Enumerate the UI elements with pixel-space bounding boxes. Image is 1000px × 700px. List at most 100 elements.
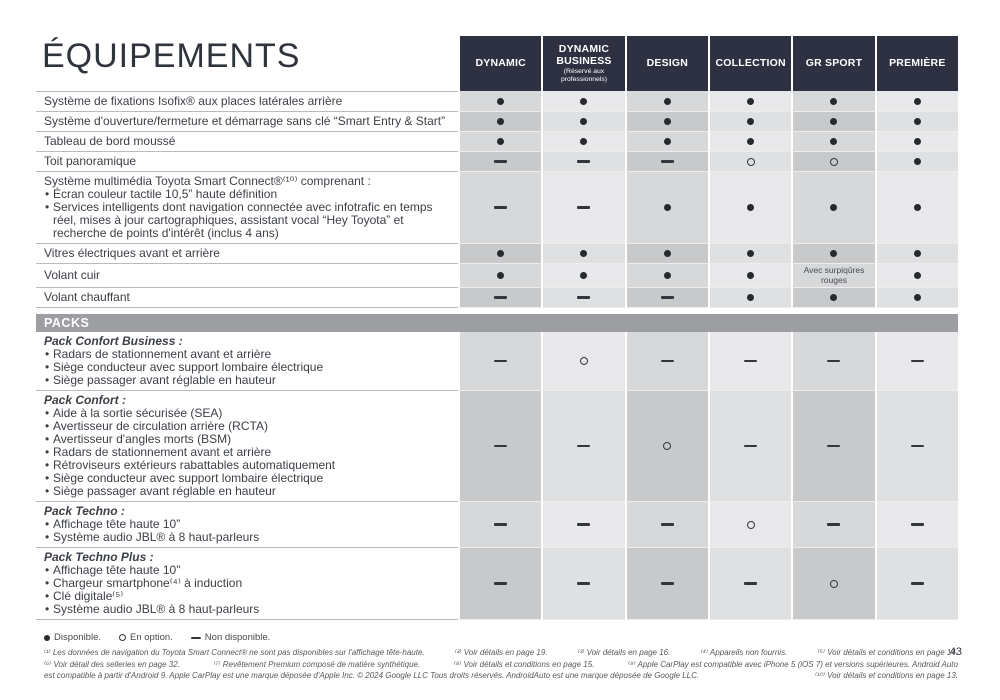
value-cell xyxy=(874,548,958,620)
value-cell xyxy=(707,264,792,288)
feature-label: Système de fixations Isofix® aux places … xyxy=(36,91,458,112)
page-number: 43 xyxy=(949,646,962,658)
not-available-dash-icon xyxy=(494,206,508,209)
value-cell xyxy=(707,502,792,548)
feature-bullet: Avertisseur de circulation arrière (RCTA… xyxy=(44,420,448,434)
available-dot-icon xyxy=(747,204,755,211)
option-circle-icon xyxy=(829,579,838,588)
not-available-dash-icon xyxy=(827,444,841,448)
legend: Disponible. En option. Non disponible. xyxy=(44,632,958,643)
option-circle-icon xyxy=(579,357,588,365)
footnote-line: ⁽¹⁾ Les données de navigation du Toyota … xyxy=(44,647,958,659)
value-cell xyxy=(791,391,875,502)
value-cell xyxy=(541,172,625,244)
packs-section-header: PACKS xyxy=(36,314,958,332)
dash-legend-icon xyxy=(190,636,201,639)
column-header-label: COLLECTION xyxy=(715,56,786,69)
available-dot-icon xyxy=(580,250,588,257)
value-cell xyxy=(624,91,708,112)
not-available-dash-icon xyxy=(910,582,924,585)
feature-bullet: Écran couleur tactile 10,5” haute défini… xyxy=(44,188,448,202)
feature-title: Toit panoramique xyxy=(44,154,137,168)
value-cell xyxy=(874,91,958,112)
not-available-dash-icon xyxy=(910,444,924,448)
feature-label: Pack Confort :Aide à la sortie sécurisée… xyxy=(36,391,458,502)
not-available-dash-icon xyxy=(744,444,758,448)
value-cell xyxy=(791,172,875,244)
value-cell xyxy=(458,172,542,244)
not-available-dash-icon xyxy=(494,582,508,585)
value-cell xyxy=(458,244,542,264)
not-available-dash-icon xyxy=(827,359,841,363)
column-header-label: DYNAMIC xyxy=(475,56,526,69)
legend-item: Non disponible. xyxy=(190,632,271,643)
not-available-dash-icon xyxy=(744,582,758,585)
feature-label: Système multimédia Toyota Smart Connect®… xyxy=(36,172,458,244)
value-cell xyxy=(624,152,708,172)
value-cell xyxy=(541,288,625,308)
not-available-dash-icon xyxy=(744,359,758,363)
feature-title: Volant cuir xyxy=(44,268,101,282)
not-available-dash-icon xyxy=(827,523,841,526)
feature-label: Vitres électriques avant et arrière xyxy=(36,244,458,264)
footnote-segment: ⁽¹⁾ Les données de navigation du Toyota … xyxy=(44,648,425,657)
packs-rows: Pack Confort Business :Radars de station… xyxy=(36,332,958,620)
option-circle-icon xyxy=(663,442,672,450)
feature-row: Pack Confort :Aide à la sortie sécurisée… xyxy=(36,391,958,502)
value-cell xyxy=(791,91,875,112)
value-cell xyxy=(541,91,625,112)
value-cell xyxy=(624,502,708,548)
value-cell xyxy=(707,152,792,172)
available-dot-icon xyxy=(497,118,505,125)
available-dot-icon xyxy=(747,250,755,257)
footnote-segment: est compatible à partir d'Android 9. App… xyxy=(44,671,700,680)
brochure-page: ÉQUIPEMENTS DYNAMIC DYNAMIC BUSINESS (Rése… xyxy=(0,0,1000,664)
value-cell xyxy=(458,91,542,112)
feature-bullet: Siège passager avant réglable en hauteur xyxy=(44,485,448,499)
value-cell xyxy=(791,152,875,172)
not-available-dash-icon xyxy=(577,523,591,526)
column-header-première: PREMIÈRE xyxy=(874,36,958,91)
feature-label: Volant cuir xyxy=(36,264,458,288)
value-cell: Avec surpiqûres rouges xyxy=(791,264,875,288)
footnote-segment: ⁽⁶⁾ Voir détail des selleries en page 32… xyxy=(44,659,180,669)
feature-row: Volant cuir Avec surpiqûres rouges xyxy=(36,264,958,288)
column-header-sublabel: (Réservé aux professionnels) xyxy=(560,68,608,83)
not-available-dash-icon xyxy=(577,206,591,209)
feature-bullet: Rétroviseurs extérieurs rabattables auto… xyxy=(44,459,448,473)
footnote-line: est compatible à partir d'Android 9. App… xyxy=(44,670,958,682)
value-cell xyxy=(541,548,625,620)
available-dot-icon xyxy=(913,250,921,257)
legend-label: Non disponible. xyxy=(204,632,271,643)
available-dot-icon xyxy=(830,138,838,145)
value-cell xyxy=(541,152,625,172)
column-header-dynamic: DYNAMIC xyxy=(458,36,542,91)
available-dot-icon xyxy=(663,138,671,145)
available-dot-icon xyxy=(497,250,505,257)
available-dot-icon xyxy=(747,138,755,145)
feature-bullet: Radars de stationnement avant et arrière xyxy=(44,348,448,362)
not-available-dash-icon xyxy=(577,582,591,585)
value-cell xyxy=(458,132,542,152)
available-dot-icon xyxy=(580,272,588,279)
feature-row: Système multimédia Toyota Smart Connect®… xyxy=(36,172,958,244)
value-cell xyxy=(458,288,542,308)
value-cell xyxy=(624,112,708,132)
available-dot-icon xyxy=(497,138,505,145)
footnote-segment: ⁽⁵⁾ Voir détails et conditions en page 1… xyxy=(817,648,958,657)
available-dot-icon xyxy=(830,118,838,125)
packs-section-title: PACKS xyxy=(44,316,90,330)
feature-row: Pack Confort Business :Radars de station… xyxy=(36,332,958,391)
feature-title: Système d'ouverture/fermeture et démarra… xyxy=(44,114,446,128)
value-cell xyxy=(541,391,625,502)
footnote-segment: ⁽⁷⁾ Revêtement Premium composé de matièr… xyxy=(213,659,421,669)
feature-title: Pack Confort Business : xyxy=(44,334,183,348)
value-cell xyxy=(624,172,708,244)
feature-label: Pack Confort Business :Radars de station… xyxy=(36,332,458,391)
not-available-dash-icon xyxy=(660,359,674,363)
value-cell xyxy=(791,288,875,308)
feature-row: Vitres électriques avant et arrière xyxy=(36,244,958,264)
option-circle-icon xyxy=(746,157,755,166)
available-dot-icon xyxy=(747,272,755,279)
value-cell xyxy=(707,132,792,152)
